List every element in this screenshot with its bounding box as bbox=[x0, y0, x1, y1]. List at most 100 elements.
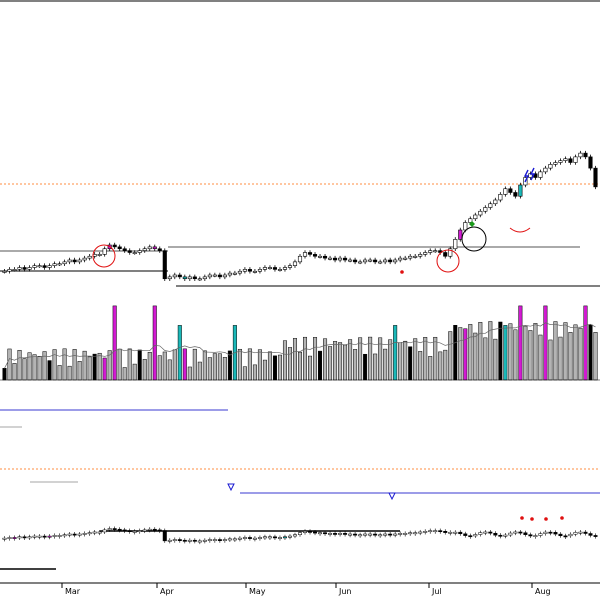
candle-body bbox=[378, 261, 383, 264]
triangle-marker bbox=[227, 483, 235, 492]
osc-dot-marker bbox=[560, 516, 564, 520]
volume-bar bbox=[277, 354, 282, 381]
candle-body bbox=[252, 270, 257, 273]
candle-body bbox=[287, 265, 293, 268]
osc-body bbox=[107, 528, 112, 531]
volume-bar bbox=[478, 322, 483, 381]
osc-body bbox=[573, 532, 578, 535]
osc-body bbox=[313, 531, 318, 534]
candle-body bbox=[583, 152, 588, 158]
candle-body bbox=[237, 270, 242, 274]
osc-body bbox=[92, 531, 97, 534]
osc-body bbox=[72, 533, 77, 536]
candle-body bbox=[373, 259, 378, 263]
volume-bar bbox=[578, 327, 583, 381]
candle-body bbox=[42, 265, 47, 268]
candle-body bbox=[453, 239, 458, 250]
osc-body bbox=[338, 533, 343, 535]
candle-body bbox=[157, 248, 162, 251]
osc-body bbox=[328, 533, 333, 535]
osc-body bbox=[52, 535, 57, 537]
candle-body bbox=[418, 254, 423, 257]
candle-body bbox=[27, 267, 32, 270]
volume-bar bbox=[543, 305, 548, 381]
osc-body bbox=[252, 537, 257, 540]
osc-body bbox=[182, 539, 187, 542]
volume-bar bbox=[212, 353, 217, 381]
candle-body bbox=[428, 250, 433, 253]
volume-bar bbox=[398, 342, 403, 381]
osc-body bbox=[363, 533, 368, 536]
osc-body bbox=[177, 539, 182, 541]
volume-bar bbox=[348, 339, 353, 381]
candle-body bbox=[137, 250, 142, 253]
volume-bar bbox=[137, 349, 142, 381]
osc-body bbox=[237, 537, 242, 540]
osc-body bbox=[162, 530, 167, 542]
candle-body bbox=[112, 244, 117, 248]
osc-body bbox=[132, 531, 137, 533]
osc-body bbox=[463, 533, 468, 536]
candle-body bbox=[493, 199, 498, 205]
volume-bar bbox=[112, 305, 117, 381]
candle-body bbox=[22, 267, 27, 270]
candle-body bbox=[192, 276, 197, 280]
osc-body bbox=[383, 533, 388, 536]
candle-body bbox=[312, 254, 318, 257]
volume-bar bbox=[443, 349, 448, 381]
osc-body bbox=[568, 533, 573, 537]
volume-bar bbox=[503, 325, 508, 381]
osc-body bbox=[593, 535, 598, 537]
volume-bar bbox=[428, 356, 433, 381]
volume-bar bbox=[518, 305, 523, 381]
candle-body bbox=[543, 167, 548, 173]
volume-bar bbox=[282, 340, 287, 381]
osc-body bbox=[282, 536, 287, 539]
volume-bar bbox=[308, 355, 313, 381]
volume-bar bbox=[197, 361, 202, 381]
candle-body bbox=[538, 171, 543, 178]
candle-body bbox=[187, 276, 192, 280]
candle-body bbox=[152, 246, 157, 250]
candle-body bbox=[593, 167, 598, 188]
osc-dot-marker bbox=[530, 517, 534, 521]
candle-body bbox=[398, 257, 403, 261]
osc-body bbox=[12, 537, 17, 539]
osc-body bbox=[217, 539, 222, 541]
x-tick-label: Mar bbox=[65, 587, 81, 596]
osc-body bbox=[408, 532, 413, 535]
volume-bar bbox=[493, 338, 498, 381]
volume-bar bbox=[52, 349, 57, 381]
volume-bar bbox=[553, 321, 558, 381]
volume-bar bbox=[202, 350, 207, 381]
volume-bar bbox=[593, 332, 598, 381]
volume-bar bbox=[167, 359, 172, 381]
candle-body bbox=[338, 257, 343, 261]
candle-body bbox=[558, 160, 563, 163]
osc-body bbox=[513, 531, 518, 534]
candle-body bbox=[463, 222, 468, 231]
osc-body bbox=[348, 533, 353, 536]
osc-body bbox=[262, 536, 267, 539]
osc-body bbox=[413, 532, 418, 535]
volume-bar bbox=[117, 348, 122, 381]
candle-body bbox=[423, 252, 428, 255]
osc-body bbox=[373, 533, 378, 536]
osc-body bbox=[7, 537, 12, 539]
candle-body bbox=[488, 203, 493, 208]
osc-body bbox=[167, 539, 172, 542]
volume-bar bbox=[87, 356, 92, 381]
volume-bar bbox=[413, 338, 418, 381]
osc-body bbox=[292, 534, 297, 537]
volume-bar bbox=[217, 353, 222, 381]
candle-body bbox=[343, 257, 348, 261]
candle-body bbox=[518, 184, 523, 197]
candle-body bbox=[122, 248, 127, 251]
x-tick-label: May bbox=[249, 587, 266, 596]
volume-bar bbox=[102, 357, 107, 381]
candle-body bbox=[232, 272, 237, 275]
candle-body bbox=[363, 259, 368, 263]
candle-body bbox=[408, 255, 413, 259]
circle-marker bbox=[436, 249, 460, 273]
osc-body bbox=[152, 528, 157, 531]
